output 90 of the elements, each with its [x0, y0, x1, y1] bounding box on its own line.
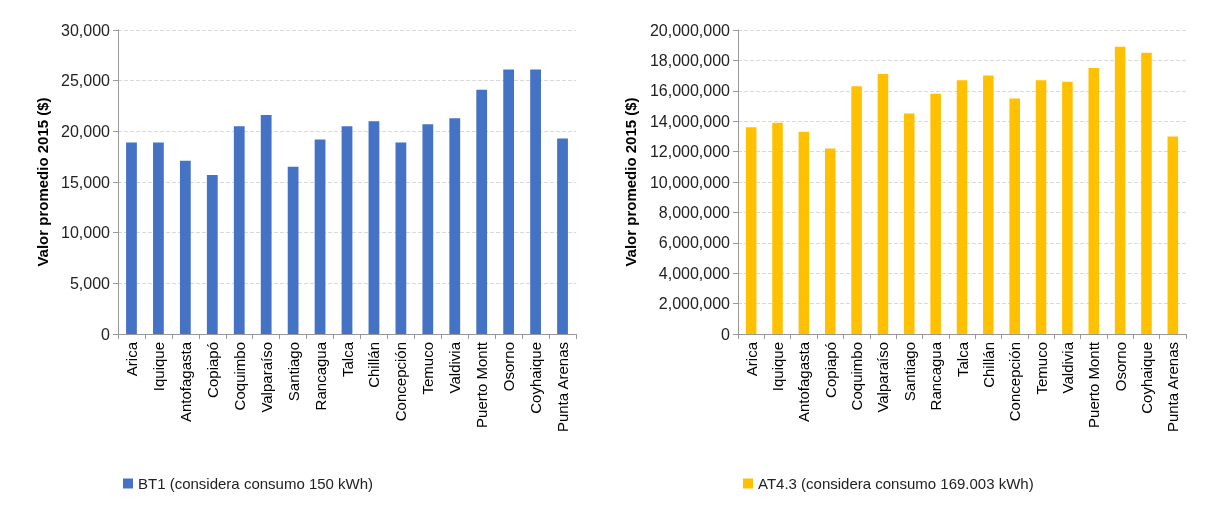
bar: [206, 174, 218, 334]
bar: [904, 113, 915, 334]
x-tick-label: Osorno: [1111, 342, 1129, 392]
bar: [233, 126, 245, 334]
bar: [395, 142, 407, 334]
y-tick-label: 16,000,000: [649, 82, 731, 100]
x-tick-label: Temuco: [419, 342, 437, 395]
bar: [1009, 98, 1020, 334]
bar: [1114, 46, 1126, 334]
x-tick-label: Rancagua: [311, 341, 329, 411]
x-tick-label: Coyhaique: [1137, 342, 1155, 414]
x-tick-label: Puerto Montt: [1085, 341, 1103, 428]
bar: [1167, 136, 1179, 334]
y-tick-label: 0: [721, 325, 731, 343]
x-tick-label: Antofagasta: [176, 341, 194, 423]
y-tick-label: 5,000: [69, 274, 111, 292]
y-tick-label: 4,000,000: [658, 264, 731, 282]
y-tick-label: 10,000,000: [649, 173, 731, 191]
x-tick-label: Talca: [338, 341, 356, 378]
x-tick-label: Copiapó: [203, 342, 221, 398]
x-tick-label: Puerto Montt: [473, 341, 491, 428]
x-tick-label: Coquimbo: [230, 342, 248, 411]
bar: [824, 148, 836, 334]
x-tick-label: Coyhaique: [527, 342, 545, 414]
x-tick-label: Chillán: [979, 342, 997, 388]
x-tick-label: Concepción: [392, 342, 410, 422]
bar: [476, 89, 488, 334]
y-tick-label: 6,000,000: [658, 234, 731, 252]
bar: [422, 124, 434, 334]
y-tick-label: 20,000: [61, 122, 111, 140]
y-tick-label: 10,000: [61, 224, 111, 242]
x-tick-label: Valparaíso: [257, 342, 275, 413]
bar: [449, 118, 461, 334]
bar: [153, 142, 164, 334]
y-axis-title: Valor promedio 2015 ($): [622, 97, 639, 267]
x-tick-label: Chillán: [365, 342, 383, 388]
bar: [260, 115, 272, 334]
bar: [368, 121, 380, 334]
bar: [1088, 68, 1100, 334]
y-axis-title: Valor promedio 2015 ($): [34, 97, 51, 267]
legend-label: BT1 (considera consumo 150 kWh): [138, 475, 374, 492]
x-tick-label: Antofagasta: [795, 341, 813, 423]
y-tick-label: 2,000,000: [658, 295, 731, 313]
y-tick-label: 14,000,000: [649, 112, 731, 130]
x-tick-label: Arica: [122, 341, 140, 377]
x-tick-label: Coquimbo: [848, 342, 866, 411]
x-tick-label: Valdivia: [1058, 341, 1076, 394]
bar: [287, 166, 299, 334]
bar: [1035, 80, 1047, 334]
x-tick-label: Copiapó: [821, 342, 839, 398]
x-tick-label: Iquique: [769, 342, 787, 392]
x-tick-label: Punta Arenas: [554, 342, 572, 433]
bar: [126, 142, 137, 334]
bar: [851, 86, 862, 334]
y-tick-label: 15,000: [61, 173, 111, 191]
y-tick-label: 20,000,000: [649, 21, 731, 39]
x-tick-label: Talca: [953, 341, 971, 378]
x-tick-label: Santiago: [284, 342, 302, 402]
x-tick-label: Valdivia: [446, 341, 464, 394]
x-tick-label: Punta Arenas: [1164, 342, 1182, 433]
y-tick-label: 8,000,000: [658, 203, 731, 221]
x-tick-label: Temuco: [1032, 342, 1050, 395]
bar: [983, 75, 994, 334]
bar: [314, 139, 326, 334]
bar: [503, 69, 515, 334]
bar: [772, 122, 783, 334]
x-tick-label: Rancagua: [927, 341, 945, 411]
y-tick-label: 0: [101, 325, 111, 343]
y-tick-label: 25,000: [61, 72, 111, 90]
bar: [745, 127, 757, 334]
bar: [341, 126, 353, 334]
x-tick-label: Concepción: [1006, 342, 1024, 422]
bar: [1062, 81, 1073, 334]
x-tick-label: Valparaíso: [874, 342, 892, 413]
bar: [877, 74, 889, 334]
y-tick-label: 30,000: [61, 21, 111, 39]
x-tick-label: Arica: [742, 341, 760, 377]
bar: [557, 138, 568, 334]
x-tick-label: Santiago: [900, 342, 918, 402]
x-tick-label: Osorno: [500, 342, 518, 392]
x-tick-label: Iquique: [149, 342, 167, 392]
bar: [956, 80, 968, 334]
bar: [1141, 52, 1152, 334]
y-tick-label: 12,000,000: [649, 143, 731, 161]
bar: [798, 131, 810, 334]
bar: [930, 93, 941, 334]
legend-label: AT4.3 (considera consumo 169.003 kWh): [758, 475, 1034, 492]
y-tick-label: 18,000,000: [649, 51, 731, 69]
bar: [530, 69, 541, 334]
bar: [179, 160, 191, 334]
